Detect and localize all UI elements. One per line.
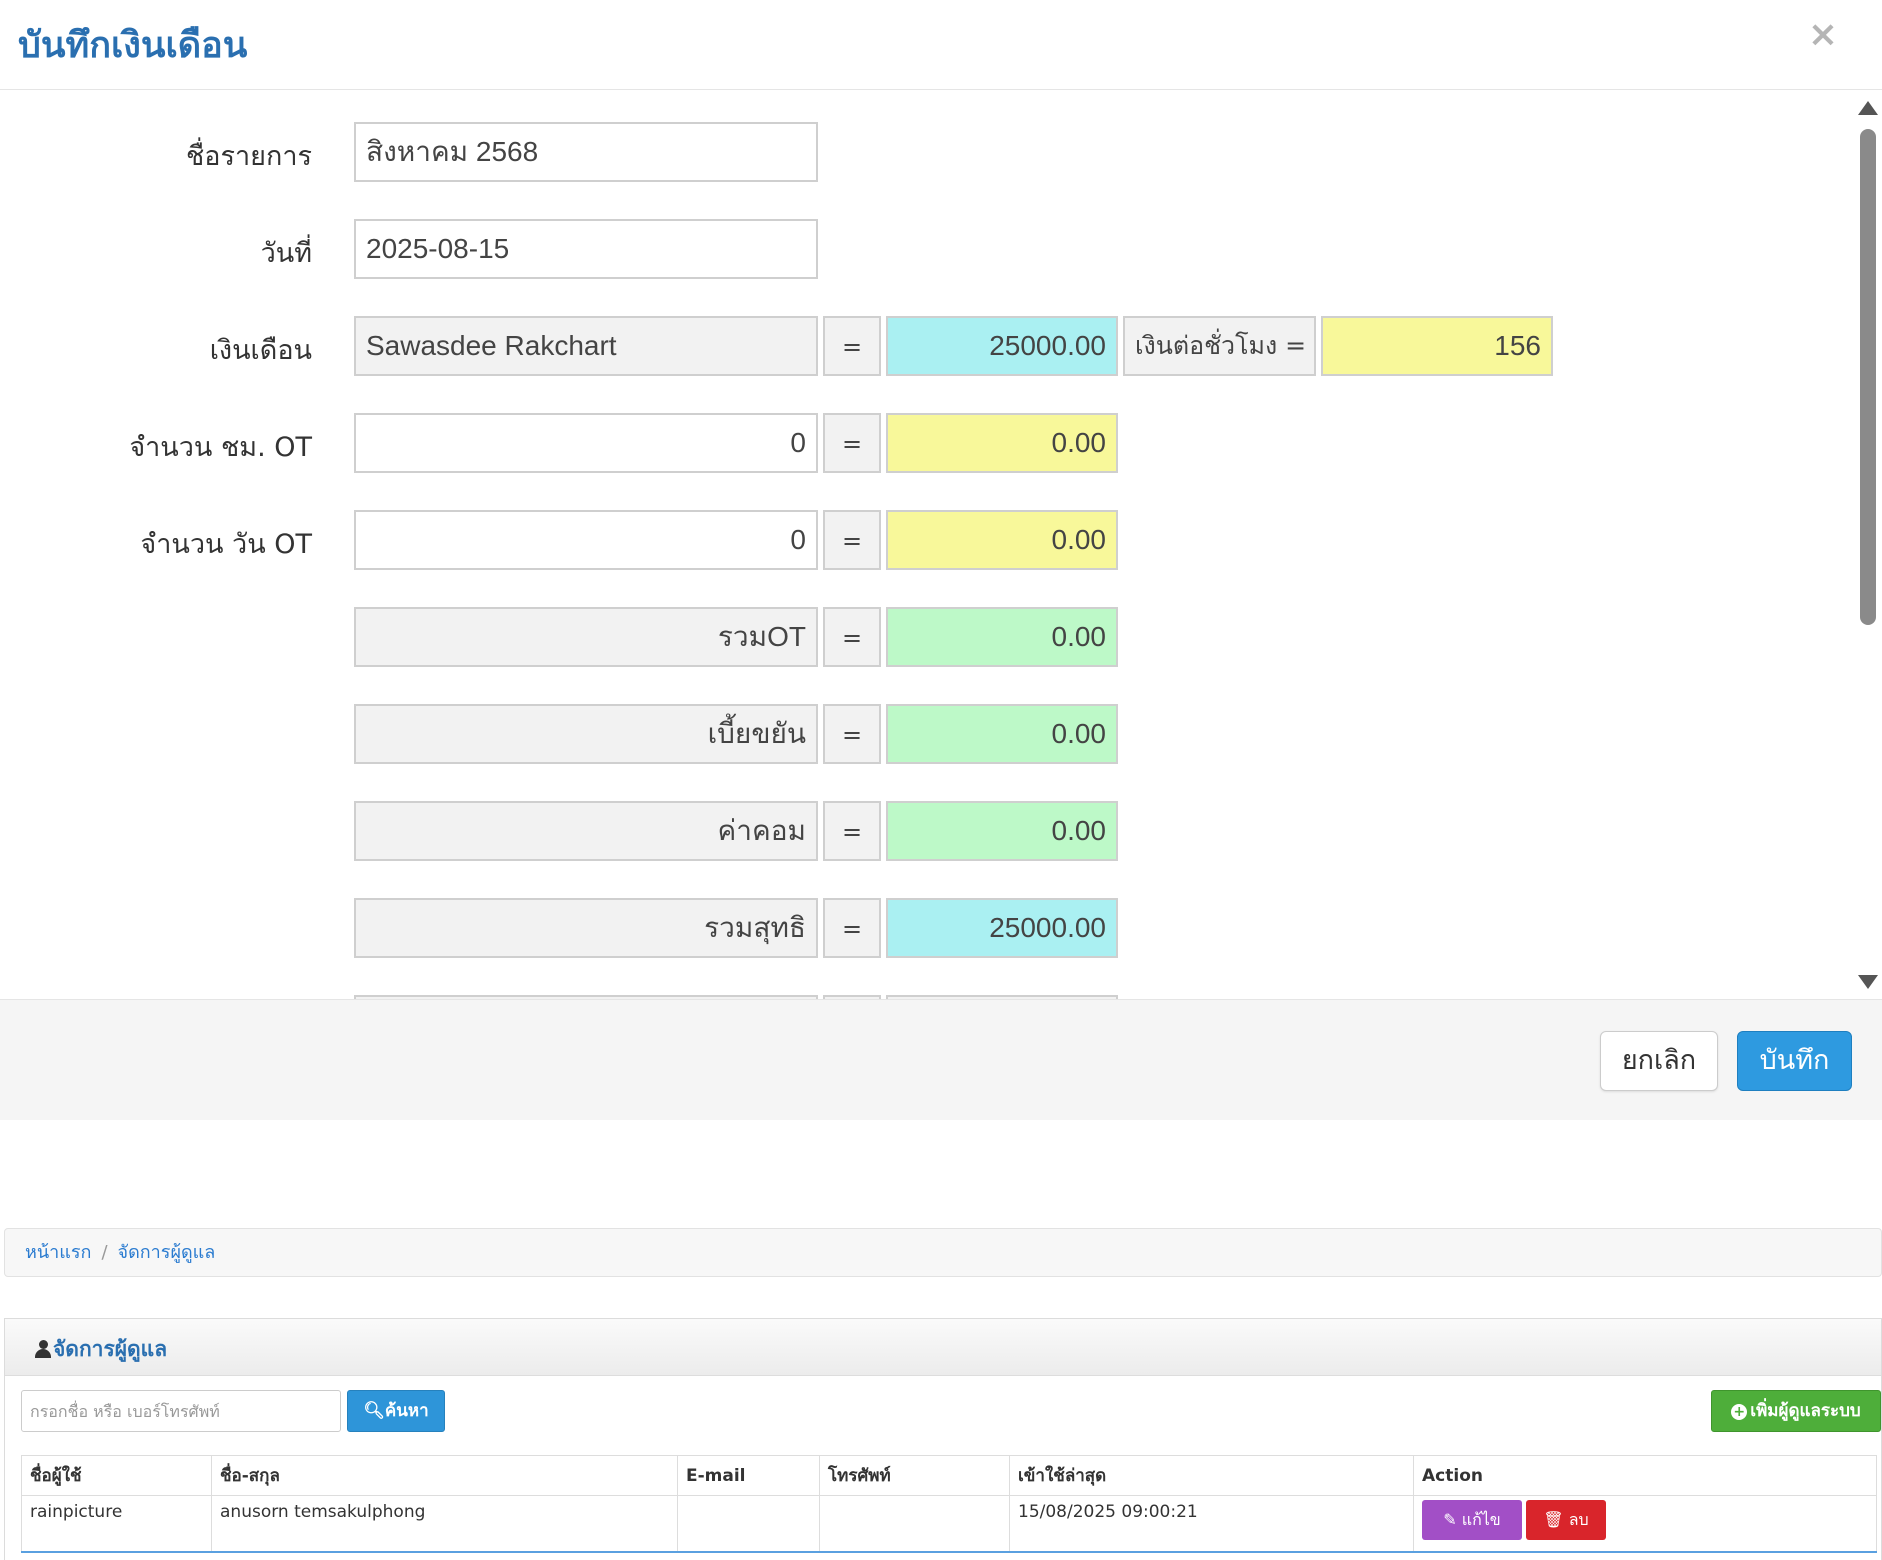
diligence-amount[interactable]: 0.00	[886, 704, 1118, 764]
delete-button-label: ลบ	[1568, 1510, 1589, 1529]
ot-days-amount: 0.00	[886, 510, 1118, 570]
ot-hours-row: จำนวน ชม. OT 0 = 0.00	[0, 413, 1600, 473]
delete-button[interactable]: 🗑︎ ลบ	[1526, 1500, 1606, 1540]
cell-action: ✎ แก้ไข 🗑︎ ลบ	[1413, 1495, 1877, 1553]
cell-username: rainpicture	[21, 1495, 212, 1553]
search-icon: 🔍︎	[363, 1401, 385, 1421]
col-username: ชื่อผู้ใช้	[21, 1455, 212, 1496]
diligence-label: เบี้ยขยัน	[354, 704, 818, 764]
ot-total-amount: 0.00	[886, 607, 1118, 667]
cell-last-login: 15/08/2025 09:00:21	[1009, 1495, 1414, 1553]
equals-sign: =	[823, 510, 881, 570]
modal-scrollbar[interactable]	[1852, 91, 1882, 999]
admin-table: ชื่อผู้ใช้ ชื่อ-สกุล E-mail โทรศัพท์ เข้…	[21, 1455, 1877, 1553]
breadcrumb-separator: /	[101, 1242, 108, 1263]
admin-panel: จัดการผู้ดูแล 🔍︎ค้นหา +เพิ่มผู้ดูแลระบบ …	[4, 1318, 1882, 1560]
cell-phone	[819, 1495, 1010, 1553]
save-button[interactable]: บันทึก	[1737, 1031, 1852, 1091]
equals-sign: =	[823, 704, 881, 764]
col-action: Action	[1413, 1455, 1877, 1496]
col-phone: โทรศัพท์	[819, 1455, 1010, 1496]
partial-field	[354, 995, 818, 999]
cell-fullname: anusorn temsakulphong	[211, 1495, 678, 1553]
modal-body: ชื่อรายการ สิงหาคม 2568 วันที่ 2025-08-1…	[0, 91, 1882, 999]
ot-hours-input[interactable]: 0	[354, 413, 818, 473]
panel-title: จัดการผู้ดูแล	[35, 1333, 167, 1366]
diligence-row: เบี้ยขยัน = 0.00	[0, 704, 1600, 764]
modal-header: บันทึกเงินเดือน ×	[0, 0, 1882, 90]
search-button-label: ค้นหา	[384, 1401, 429, 1421]
scroll-down-arrow-icon[interactable]	[1858, 975, 1878, 989]
ot-hours-label: จำนวน ชม. OT	[129, 432, 312, 463]
trash-icon: 🗑︎	[1543, 1510, 1569, 1529]
date-row: วันที่ 2025-08-15	[0, 219, 1600, 279]
net-total-label: รวมสุทธิ	[354, 898, 818, 958]
modal-title: บันทึกเงินเดือน	[18, 25, 248, 66]
net-total-row: รวมสุทธิ = 25000.00	[0, 898, 1600, 958]
breadcrumb-home-link[interactable]: หน้าแรก	[25, 1242, 92, 1263]
salary-modal: บันทึกเงินเดือน × ชื่อรายการ สิงหาคม 256…	[0, 0, 1882, 1120]
col-last-login: เข้าใช้ล่าสุด	[1009, 1455, 1414, 1496]
col-fullname: ชื่อ-สกุล	[211, 1455, 678, 1496]
modal-footer: ยกเลิก บันทึก	[0, 999, 1882, 1120]
salary-row: เงินเดือน Sawasdee Rakchart = 25000.00 เ…	[0, 316, 1600, 376]
edit-button[interactable]: ✎ แก้ไข	[1422, 1500, 1522, 1540]
date-input[interactable]: 2025-08-15	[354, 219, 818, 279]
close-icon[interactable]: ×	[1807, 14, 1838, 55]
ot-days-row: จำนวน วัน OT 0 = 0.00	[0, 510, 1600, 570]
equals-sign: =	[823, 801, 881, 861]
hourly-rate-value: 156	[1321, 316, 1553, 376]
item-name-label: ชื่อรายการ	[185, 141, 312, 172]
commission-label: ค่าคอม	[354, 801, 818, 861]
search-input[interactable]	[21, 1390, 341, 1432]
user-icon	[35, 1340, 51, 1358]
salary-amount: 25000.00	[886, 316, 1118, 376]
add-admin-button[interactable]: + เพิ่มผู้ดูแลระบบ	[1711, 1390, 1881, 1432]
equals-sign: =	[823, 607, 881, 667]
employee-name-field: Sawasdee Rakchart	[354, 316, 818, 376]
panel-title-text: จัดการผู้ดูแล	[53, 1337, 168, 1361]
scroll-up-arrow-icon[interactable]	[1858, 101, 1878, 115]
edit-button-label: แก้ไข	[1461, 1510, 1501, 1529]
equals-sign: =	[823, 316, 881, 376]
salary-label: เงินเดือน	[209, 335, 312, 366]
date-label: วันที่	[260, 238, 312, 269]
breadcrumb-current-link[interactable]: จัดการผู้ดูแล	[117, 1242, 216, 1263]
equals-sign: =	[823, 413, 881, 473]
next-row-partial	[0, 995, 1600, 999]
cell-email	[677, 1495, 820, 1553]
add-admin-button-label: เพิ่มผู้ดูแลระบบ	[1750, 1401, 1861, 1421]
table-header-row: ชื่อผู้ใช้ ชื่อ-สกุล E-mail โทรศัพท์ เข้…	[21, 1455, 1877, 1496]
breadcrumb: หน้าแรก / จัดการผู้ดูแล	[4, 1228, 1882, 1277]
equals-sign: =	[823, 898, 881, 958]
search-button[interactable]: 🔍︎ค้นหา	[347, 1390, 445, 1432]
partial-amount	[886, 995, 1118, 999]
cancel-button[interactable]: ยกเลิก	[1600, 1031, 1718, 1091]
commission-row: ค่าคอม = 0.00	[0, 801, 1600, 861]
panel-header: จัดการผู้ดูแล	[5, 1319, 1881, 1376]
ot-days-input[interactable]: 0	[354, 510, 818, 570]
plus-circle-icon: +	[1731, 1404, 1748, 1420]
ot-hours-amount: 0.00	[886, 413, 1118, 473]
net-total-amount: 25000.00	[886, 898, 1118, 958]
commission-amount[interactable]: 0.00	[886, 801, 1118, 861]
table-row: rainpicture anusorn temsakulphong 15/08/…	[21, 1495, 1877, 1553]
ot-total-row: รวมOT = 0.00	[0, 607, 1600, 667]
col-email: E-mail	[677, 1455, 820, 1496]
item-name-input[interactable]: สิงหาคม 2568	[354, 122, 818, 182]
partial-equals	[823, 995, 881, 999]
hourly-rate-label: เงินต่อชั่วโมง =	[1123, 316, 1316, 376]
edit-icon: ✎	[1443, 1510, 1462, 1529]
scroll-thumb[interactable]	[1860, 129, 1876, 625]
ot-total-label: รวมOT	[354, 607, 818, 667]
ot-days-label: จำนวน วัน OT	[140, 529, 312, 560]
item-name-row: ชื่อรายการ สิงหาคม 2568	[0, 122, 1600, 182]
